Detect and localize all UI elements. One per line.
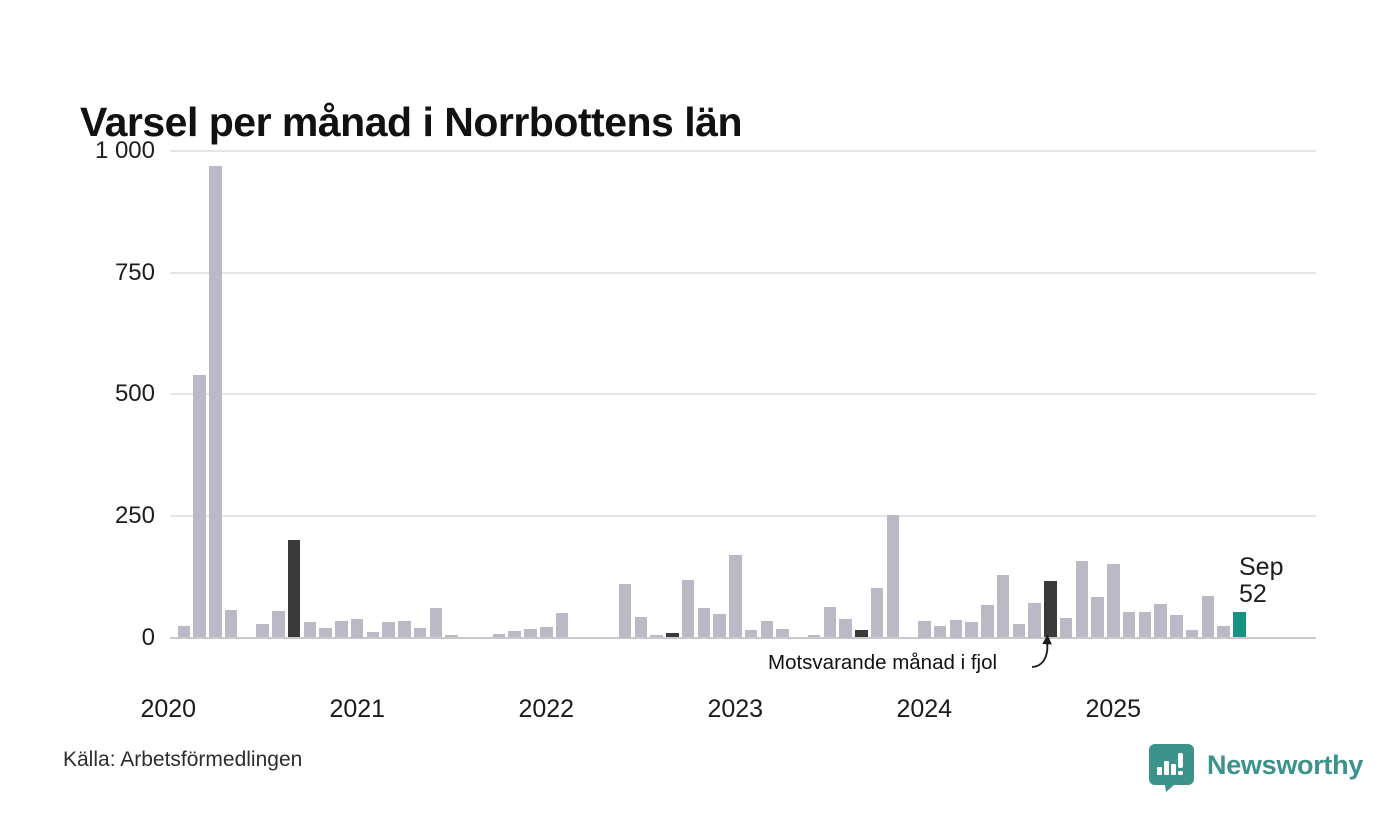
bar-2022-11 bbox=[697, 608, 711, 638]
bar-2022-07 bbox=[634, 616, 648, 638]
bar-2022-10 bbox=[681, 579, 695, 638]
bar-2020-02 bbox=[177, 626, 191, 638]
bar-2025-04 bbox=[1154, 604, 1167, 638]
bar-2021-06 bbox=[429, 608, 443, 638]
bar-2023-04 bbox=[776, 628, 789, 638]
bar-2024-07 bbox=[1012, 624, 1026, 638]
ytick-label-500: 500 bbox=[114, 380, 155, 408]
current-month-name: Sep bbox=[1239, 553, 1284, 581]
bar-2024-10 bbox=[1059, 618, 1073, 638]
bar-2020-05 bbox=[224, 610, 238, 638]
bar-2023-10 bbox=[870, 588, 884, 638]
ytick-label-1000: 1 000 bbox=[94, 137, 155, 164]
bar-2020-04 bbox=[209, 165, 222, 638]
newsworthy-logo[interactable]: Newsworthy bbox=[1147, 742, 1363, 792]
newsworthy-bubble-icon bbox=[1149, 744, 1194, 792]
ytick-label-750: 750 bbox=[114, 258, 155, 286]
current-month-label: Sep 52 bbox=[1239, 554, 1283, 608]
bar-2020-12 bbox=[335, 621, 348, 638]
bar-2021-10 bbox=[492, 634, 506, 638]
bar-2025-09 bbox=[1233, 612, 1246, 638]
bar-2022-12 bbox=[713, 613, 726, 638]
year-label-2024: 2024 bbox=[896, 695, 953, 723]
bar-2021-01 bbox=[350, 619, 364, 638]
bar-2023-09 bbox=[855, 630, 868, 638]
bar-2022-06 bbox=[618, 583, 632, 638]
ytick-label-0: 0 bbox=[141, 623, 155, 651]
bar-2024-05 bbox=[981, 604, 994, 638]
bar-2025-01 bbox=[1107, 563, 1120, 638]
bar-2023-08 bbox=[839, 619, 852, 638]
bar-2021-07 bbox=[445, 634, 458, 638]
current-month-value: 52 bbox=[1239, 580, 1267, 608]
bar-2020-07 bbox=[256, 623, 269, 638]
bar-2025-06 bbox=[1185, 629, 1199, 638]
bar-2021-11 bbox=[508, 630, 521, 638]
bar-2024-02 bbox=[933, 626, 947, 638]
bar-2020-08 bbox=[272, 610, 285, 638]
gridline-1000 bbox=[170, 150, 1316, 152]
year-label-2021: 2021 bbox=[329, 695, 386, 723]
year-label-2020: 2020 bbox=[140, 695, 197, 723]
bar-2023-02 bbox=[744, 629, 758, 638]
bar-2023-03 bbox=[760, 620, 774, 638]
bar-2024-03 bbox=[949, 620, 963, 638]
year-label-2022: 2022 bbox=[518, 695, 575, 723]
bar-2024-09 bbox=[1044, 580, 1057, 638]
bar-2022-09 bbox=[666, 632, 679, 638]
bar-2021-12 bbox=[524, 629, 537, 638]
newsworthy-wordmark: Newsworthy bbox=[1207, 750, 1364, 780]
bar-2025-07 bbox=[1201, 596, 1215, 638]
bar-2024-12 bbox=[1091, 597, 1104, 638]
bar-2020-03 bbox=[193, 374, 206, 638]
bar-2021-04 bbox=[398, 621, 411, 638]
bar-2020-09 bbox=[287, 540, 301, 638]
year-label-2025: 2025 bbox=[1085, 695, 1142, 723]
gridline-0 bbox=[170, 636, 1316, 639]
bar-2022-02 bbox=[555, 613, 569, 638]
ytick-label-250: 250 bbox=[114, 501, 155, 529]
bar-2024-06 bbox=[996, 575, 1010, 638]
bar-2025-08 bbox=[1217, 626, 1230, 638]
bar-2025-02 bbox=[1122, 612, 1136, 638]
source-caption: Källa: Arbetsförmedlingen bbox=[63, 748, 303, 771]
bar-2023-11 bbox=[886, 514, 900, 638]
bar-2024-08 bbox=[1028, 603, 1041, 638]
bar-2021-02 bbox=[366, 631, 380, 638]
bar-2025-05 bbox=[1170, 614, 1183, 638]
gridline-750 bbox=[170, 271, 1316, 274]
bar-2022-08 bbox=[650, 635, 663, 638]
bar-2020-11 bbox=[319, 627, 332, 638]
gridline-500 bbox=[170, 393, 1316, 396]
bar-2024-01 bbox=[918, 621, 931, 638]
bar-2023-06 bbox=[807, 634, 821, 638]
gridline-250 bbox=[170, 514, 1316, 517]
bar-2023-01 bbox=[729, 554, 742, 638]
year-label-2023: 2023 bbox=[707, 695, 764, 723]
bar-2024-11 bbox=[1075, 560, 1089, 638]
bar-2023-07 bbox=[823, 607, 837, 638]
bar-2024-04 bbox=[965, 621, 978, 638]
bar-2021-03 bbox=[382, 622, 395, 638]
bar-2020-10 bbox=[303, 622, 317, 638]
bar-2022-01 bbox=[540, 626, 553, 638]
annotation-arrow-icon bbox=[1031, 634, 1052, 668]
bar-2021-05 bbox=[413, 627, 427, 638]
annotation-label: Motsvarande månad i fjol bbox=[768, 651, 998, 674]
page-title: Varsel per månad i Norrbottens län bbox=[80, 99, 742, 146]
bar-2025-03 bbox=[1138, 612, 1152, 638]
